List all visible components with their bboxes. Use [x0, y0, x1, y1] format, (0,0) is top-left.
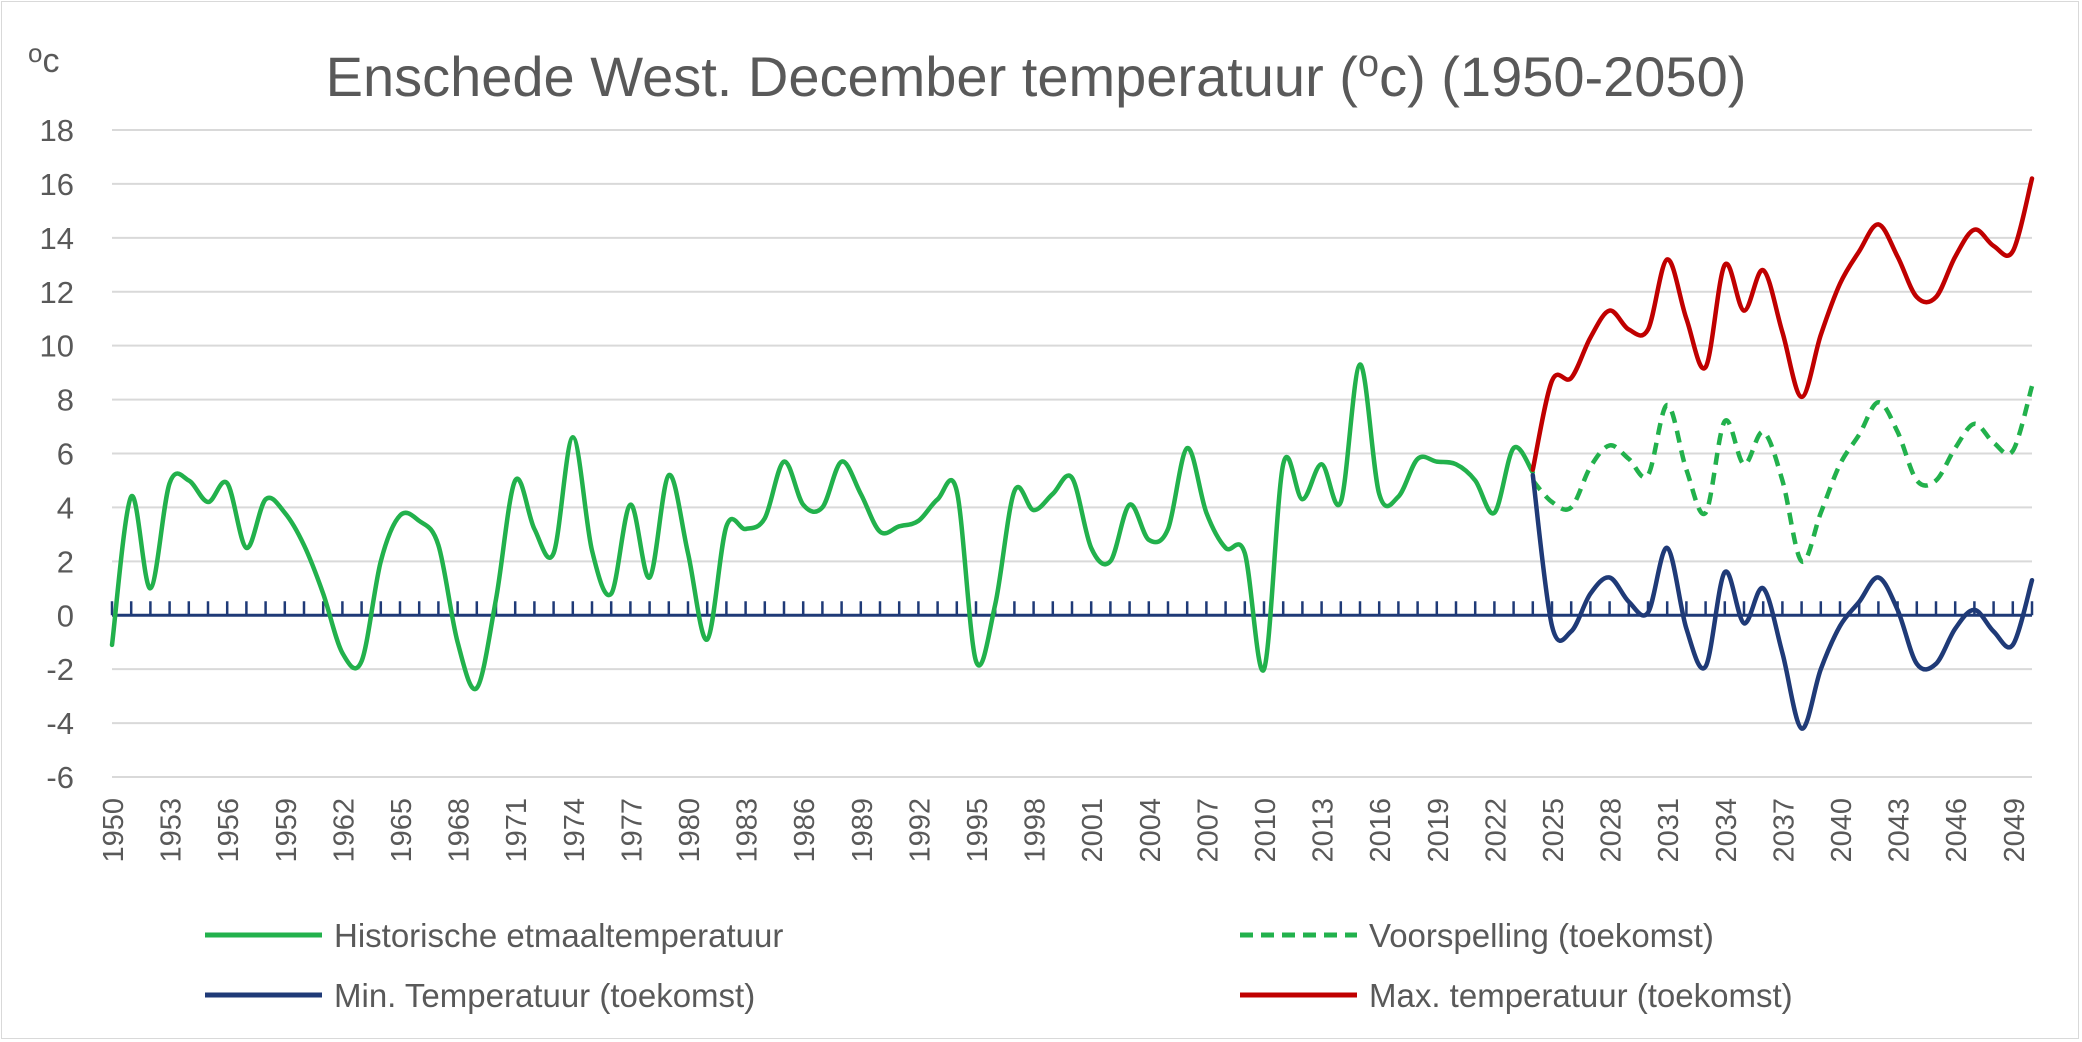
x-tick-label: 2007	[1192, 798, 1224, 863]
y-tick-label: 14	[40, 221, 74, 256]
x-tick-label: 1965	[386, 798, 418, 863]
x-tick-label: 2022	[1480, 798, 1512, 863]
x-tick-label: 1995	[962, 798, 994, 863]
chart-title-sup: o	[1358, 43, 1379, 85]
x-tick-label: 2025	[1538, 798, 1570, 863]
x-tick-label: 2049	[1999, 798, 2031, 863]
y-tick-label: -4	[46, 706, 74, 741]
y-tick-label: 12	[40, 275, 74, 310]
legend: Historische etmaaltemperatuur Voorspelli…	[205, 917, 1793, 1014]
series-historical-line	[109, 362, 1536, 692]
y-axis-unit: oc	[28, 38, 59, 80]
x-tick-label: 2001	[1077, 798, 1109, 863]
x-tick-label: 1980	[674, 798, 706, 863]
x-tick-label: 1962	[328, 798, 360, 863]
legend-label-min: Min. Temperatuur (toekomst)	[334, 977, 755, 1014]
y-axis-unit-text: c	[42, 42, 59, 80]
chart-title-main: Enschede West. December temperatuur (	[326, 45, 1359, 108]
y-tick-label: 10	[40, 329, 74, 364]
x-tick-label: 2040	[1826, 798, 1858, 863]
x-tick-label: 1992	[904, 798, 936, 863]
x-tick-label: 2019	[1423, 798, 1455, 863]
x-tick-label: 1956	[213, 798, 245, 863]
legend-label-max: Max. temperatuur (toekomst)	[1369, 977, 1793, 1014]
y-tick-label: -6	[46, 760, 74, 795]
series-max-line	[1530, 176, 2035, 472]
x-tick-label: 1968	[444, 798, 476, 863]
x-tick-label: 1986	[789, 798, 821, 863]
x-tick-label: 1989	[847, 798, 879, 863]
x-tick-label: 2037	[1768, 798, 1800, 863]
y-axis-ticks: -6 -4 -2 0 2 4 6 8 10 12 14 16 18	[40, 113, 74, 795]
y-axis-unit-sup: o	[28, 38, 42, 68]
series-lines	[109, 176, 2035, 731]
x-tick-label: 2010	[1250, 798, 1282, 863]
x-tick-label: 2046	[1941, 798, 1973, 863]
x-tick-label: 1974	[559, 798, 591, 863]
x-tick-label: 1983	[732, 798, 764, 863]
x-tick-label: 1950	[98, 798, 130, 863]
x-tick-label: 1953	[156, 798, 188, 863]
chart-title-end: c) (1950-2050)	[1379, 45, 1746, 108]
y-tick-label: 0	[57, 598, 74, 633]
y-tick-label: 16	[40, 167, 74, 202]
x-tick-label: 2028	[1596, 798, 1628, 863]
chart-title: Enschede West. December temperatuur (oc)…	[326, 43, 1747, 108]
y-tick-label: 2	[57, 544, 74, 579]
y-tick-label: 4	[57, 490, 74, 525]
legend-item-historical[interactable]: Historische etmaaltemperatuur	[205, 917, 783, 954]
zero-axis	[110, 601, 2034, 617]
gridlines	[112, 129, 2032, 778]
y-tick-label: 18	[40, 113, 74, 148]
x-tick-label: 1998	[1020, 798, 1052, 863]
x-tick-label: 2031	[1653, 798, 1685, 863]
legend-item-max[interactable]: Max. temperatuur (toekomst)	[1240, 977, 1793, 1014]
x-tick-label: 2004	[1135, 798, 1167, 863]
legend-label-historical: Historische etmaaltemperatuur	[334, 917, 783, 954]
y-tick-label: 8	[57, 383, 74, 418]
x-tick-label: 2013	[1308, 798, 1340, 863]
x-tick-label: 2016	[1365, 798, 1397, 863]
x-tick-label: 1977	[616, 798, 648, 863]
series-forecast-line	[1531, 385, 2035, 564]
x-tick-label: 1971	[501, 798, 533, 863]
y-tick-label: -2	[46, 652, 74, 687]
y-tick-label: 6	[57, 437, 74, 472]
legend-item-forecast[interactable]: Voorspelling (toekomst)	[1240, 917, 1714, 954]
legend-item-min[interactable]: Min. Temperatuur (toekomst)	[205, 977, 755, 1014]
x-tick-label: 2034	[1711, 798, 1743, 863]
series-min-line	[1530, 472, 2035, 731]
x-tick-label: 1959	[271, 798, 303, 863]
x-tick-label: 2043	[1884, 798, 1916, 863]
legend-label-forecast: Voorspelling (toekomst)	[1369, 917, 1714, 954]
x-axis-ticks: 1950 1953 1956 1959 1962 1965 1968 1971 1974 1977…	[98, 798, 2031, 863]
